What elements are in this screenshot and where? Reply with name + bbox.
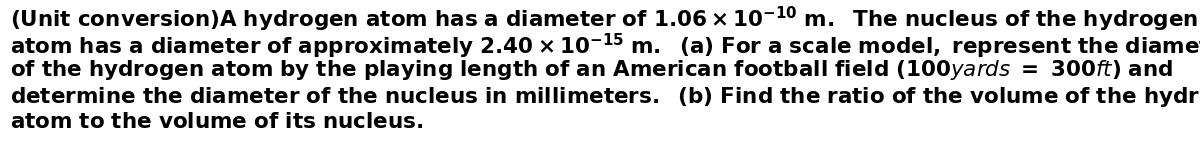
Text: $\mathbf{(Unit\ conversion)A\ hydrogen\ atom\ has\ a\ diameter\ of\ 1.06 \times : $\mathbf{(Unit\ conversion)A\ hydrogen\ … [10, 5, 1198, 34]
Text: $\mathbf{of\ the\ hydrogen\ atom\ by\ the\ playing\ length\ of\ an\ American\ fo: $\mathbf{of\ the\ hydrogen\ atom\ by\ th… [10, 58, 1172, 82]
Text: $\mathbf{atom\ to\ the\ volume\ of\ its\ nucleus.}$: $\mathbf{atom\ to\ the\ volume\ of\ its\… [10, 111, 424, 133]
Text: $\mathbf{determine\ the\ diameter\ of\ the\ nucleus\ in\ millimeters.\ \ (b)\ Fi: $\mathbf{determine\ the\ diameter\ of\ t… [10, 85, 1200, 109]
Text: $\mathbf{atom\ has\ a\ diameter\ of\ approximately\ 2.40 \times 10^{-15}\ m.\ \ : $\mathbf{atom\ has\ a\ diameter\ of\ app… [10, 32, 1200, 61]
